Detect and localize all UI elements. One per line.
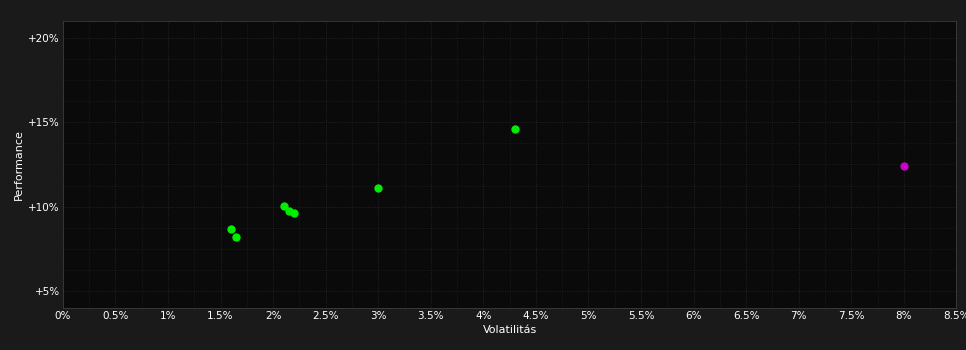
Y-axis label: Performance: Performance bbox=[14, 129, 24, 200]
Point bbox=[276, 203, 292, 209]
Point bbox=[281, 208, 297, 214]
Point bbox=[229, 234, 244, 240]
Point bbox=[371, 186, 386, 191]
Point bbox=[507, 126, 523, 132]
Point bbox=[223, 226, 239, 231]
X-axis label: Volatilitás: Volatilitás bbox=[482, 325, 537, 335]
Point bbox=[286, 211, 301, 216]
Point bbox=[896, 163, 912, 169]
